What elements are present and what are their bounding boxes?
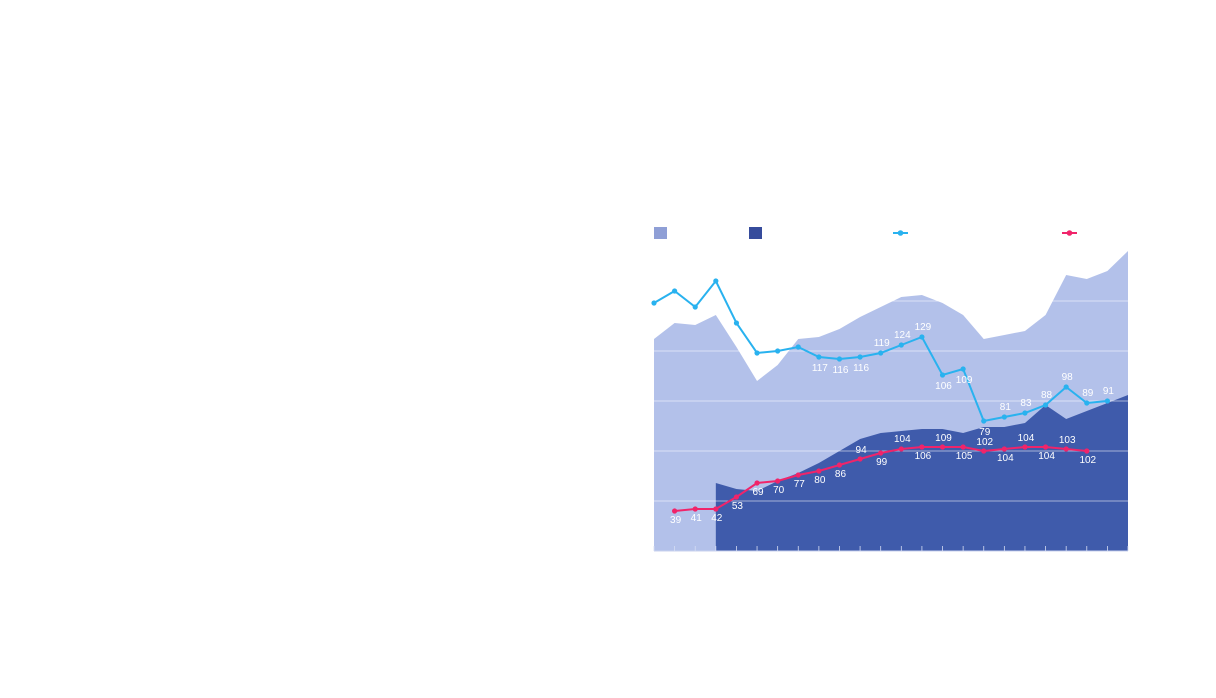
data-point bbox=[898, 446, 904, 452]
data-point bbox=[795, 472, 801, 478]
legend-dot bbox=[897, 230, 904, 236]
data-label: 42 bbox=[711, 513, 723, 524]
data-label: 129 bbox=[915, 322, 932, 333]
data-label: 109 bbox=[935, 433, 952, 444]
data-point bbox=[836, 356, 843, 362]
data-label: 91 bbox=[1103, 386, 1115, 397]
data-point bbox=[857, 354, 863, 360]
data-point bbox=[754, 350, 760, 356]
data-label: 53 bbox=[732, 501, 744, 512]
data-label: 94 bbox=[856, 445, 868, 456]
data-point bbox=[816, 354, 822, 360]
data-label: 104 bbox=[1038, 451, 1055, 462]
data-label: 106 bbox=[915, 451, 932, 462]
data-label: 106 bbox=[935, 381, 952, 392]
data-label: 104 bbox=[894, 434, 911, 445]
data-point bbox=[1063, 384, 1069, 390]
data-point bbox=[713, 506, 719, 512]
data-point bbox=[1084, 448, 1090, 454]
data-label: 77 bbox=[794, 479, 806, 490]
legend-swatch bbox=[749, 227, 762, 239]
data-label: 81 bbox=[1000, 402, 1012, 413]
data-label: 119 bbox=[874, 338, 890, 349]
data-point bbox=[1001, 446, 1007, 452]
data-label: 117 bbox=[812, 363, 828, 374]
data-point bbox=[878, 450, 884, 456]
data-point bbox=[898, 342, 904, 348]
data-label: 105 bbox=[956, 451, 973, 462]
data-label: 124 bbox=[894, 330, 911, 341]
data-label: 104 bbox=[1018, 433, 1035, 444]
data-label: 104 bbox=[997, 453, 1014, 464]
data-point bbox=[960, 366, 966, 372]
data-label: 102 bbox=[1079, 455, 1096, 466]
data-point bbox=[775, 478, 781, 484]
data-label: 79 bbox=[979, 427, 991, 438]
data-point bbox=[1063, 446, 1069, 452]
data-point bbox=[1022, 444, 1028, 450]
legend-swatch bbox=[654, 227, 667, 239]
data-point bbox=[1042, 444, 1049, 450]
data-point bbox=[1001, 414, 1007, 420]
data-point bbox=[692, 506, 698, 512]
data-point bbox=[713, 278, 719, 284]
data-label: 88 bbox=[1041, 390, 1053, 401]
area-series-2 bbox=[715, 395, 1128, 551]
data-point bbox=[919, 334, 925, 340]
data-point bbox=[672, 288, 678, 294]
data-point bbox=[960, 444, 966, 450]
data-point bbox=[939, 444, 946, 450]
data-point bbox=[939, 372, 946, 378]
legend bbox=[654, 227, 1077, 239]
data-label: 39 bbox=[670, 515, 682, 526]
data-label: 69 bbox=[752, 487, 764, 498]
data-label: 99 bbox=[876, 457, 888, 468]
data-point bbox=[692, 304, 698, 310]
data-point bbox=[672, 508, 678, 514]
data-point bbox=[816, 468, 822, 474]
data-label: 41 bbox=[691, 513, 703, 524]
data-label: 109 bbox=[956, 375, 973, 386]
data-point bbox=[836, 462, 843, 468]
data-point bbox=[878, 350, 884, 356]
data-label: 103 bbox=[1059, 435, 1076, 446]
data-point bbox=[754, 480, 760, 486]
legend-dot bbox=[1066, 230, 1073, 236]
data-point bbox=[733, 320, 740, 326]
data-label: 102 bbox=[976, 437, 993, 448]
data-point bbox=[733, 494, 740, 500]
data-label: 70 bbox=[773, 485, 785, 496]
data-point bbox=[981, 418, 987, 424]
data-label: 120 bbox=[750, 359, 767, 370]
data-label: 89 bbox=[1082, 388, 1094, 399]
data-point bbox=[919, 444, 925, 450]
data-point bbox=[1084, 400, 1090, 406]
data-label: 86 bbox=[835, 469, 847, 480]
data-label: 80 bbox=[814, 475, 826, 486]
data-point bbox=[1104, 398, 1110, 404]
data-label: 83 bbox=[1020, 398, 1032, 409]
data-point bbox=[981, 448, 987, 454]
data-point bbox=[1042, 402, 1049, 408]
data-point bbox=[651, 300, 657, 306]
data-point bbox=[857, 456, 863, 462]
data-label: 98 bbox=[1062, 372, 1074, 383]
data-label: 116 bbox=[853, 363, 869, 374]
data-label: 116 bbox=[833, 365, 849, 376]
data-point bbox=[795, 344, 801, 350]
data-point bbox=[775, 348, 781, 354]
data-point bbox=[1022, 410, 1028, 416]
